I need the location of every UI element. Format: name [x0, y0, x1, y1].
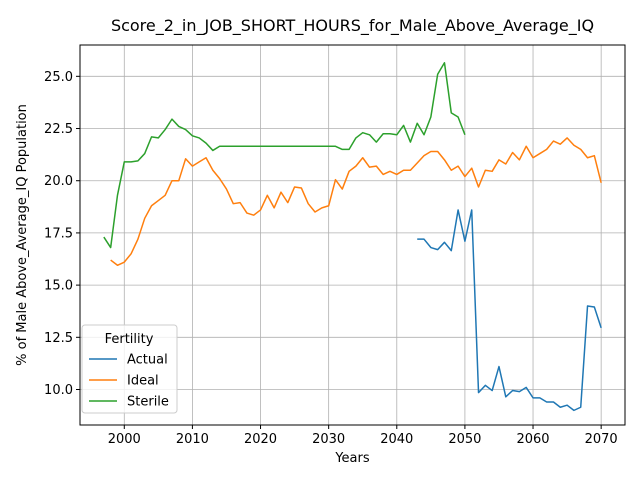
series-line-ideal	[110, 137, 602, 267]
y-axis-label: % of Male Above_Average_IQ Population	[15, 104, 30, 366]
y-tick-label: 10.0	[44, 383, 73, 398]
x-tick-label: 2000	[108, 432, 141, 447]
y-tick-label: 15.0	[44, 279, 73, 294]
series-line-sterile	[103, 62, 466, 249]
x-tick-label: 2010	[176, 432, 209, 447]
legend-label-ideal: Ideal	[127, 374, 159, 389]
x-axis-label: Years	[334, 451, 370, 466]
y-tick-label: 20.0	[44, 174, 73, 189]
x-tick-label: 2070	[585, 432, 618, 447]
legend-label-sterile: Sterile	[127, 395, 169, 410]
x-tick-label: 2060	[516, 432, 549, 447]
x-tick-label: 2040	[380, 432, 413, 447]
x-axis-ticks: 2000 2010 2020 2030 2040 2050 2060 2070	[108, 425, 618, 447]
y-tick-label: 17.5	[44, 226, 73, 241]
legend-title: Fertility	[105, 332, 154, 347]
y-tick-label: 22.5	[44, 122, 73, 137]
chart-title: Score_2_in_JOB_SHORT_HOURS_for_Male_Abov…	[111, 16, 594, 36]
y-axis-ticks: 10.0 12.5 15.0 17.5 20.0 22.5 25.0	[44, 70, 80, 398]
x-tick-label: 2050	[448, 432, 481, 447]
x-tick-label: 2030	[312, 432, 345, 447]
x-tick-label: 2020	[244, 432, 277, 447]
y-tick-label: 12.5	[44, 331, 73, 346]
y-tick-label: 25.0	[44, 70, 73, 85]
legend-label-actual: Actual	[127, 353, 168, 368]
legend-box	[81, 324, 178, 414]
series-layer	[103, 62, 602, 412]
series-line-actual	[417, 209, 602, 412]
legend: Fertility Actual Ideal Sterile	[81, 324, 178, 414]
plot-frame	[79, 44, 626, 426]
